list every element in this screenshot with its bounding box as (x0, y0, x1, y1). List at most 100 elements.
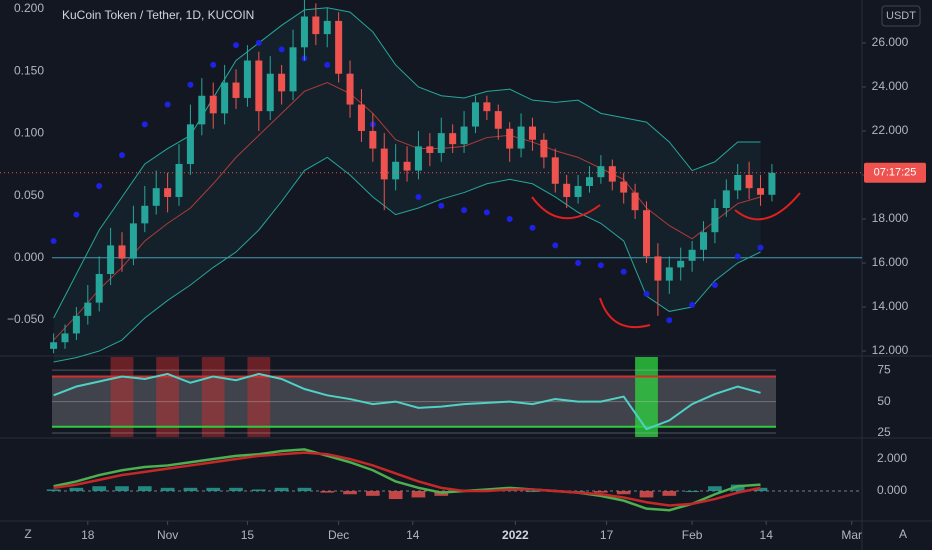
macd-line (53, 448, 761, 512)
histogram-bar (274, 487, 289, 492)
x-tick-label: Dec (328, 528, 349, 542)
candle-body (278, 73, 286, 92)
x-tick-label: 14 (760, 528, 774, 542)
histogram-bar (753, 487, 768, 492)
button[interactable]: A (899, 527, 907, 541)
currency-label[interactable]: USDT (886, 10, 916, 22)
y-tick-label: 14.000 (872, 299, 909, 313)
candle-body (620, 181, 628, 193)
candle-body (643, 210, 650, 257)
histogram-bar (69, 487, 84, 492)
candle-body (61, 333, 69, 343)
candle-body (346, 73, 354, 105)
candle-body (403, 161, 411, 171)
candle-body (107, 245, 115, 275)
candle-body (426, 146, 434, 153)
candle-body (243, 60, 251, 98)
candle-body (460, 126, 468, 145)
zone-highlight (247, 357, 271, 437)
candle-body (266, 73, 274, 112)
candle-body (563, 183, 571, 197)
candle-body (95, 274, 103, 303)
x-tick-label: Nov (157, 528, 178, 542)
candle-body (768, 172, 776, 195)
candle-body (665, 267, 673, 281)
candle-body (164, 188, 172, 197)
trend-dot (278, 46, 285, 53)
x-tick-label: 18 (81, 528, 95, 542)
histogram-bar (708, 486, 722, 492)
candle-body (540, 139, 548, 158)
button[interactable]: Z (24, 527, 31, 541)
y2-tick-label: 0.000 (14, 250, 44, 264)
y-tick-label: 12.000 (872, 343, 909, 357)
candle-body (369, 130, 377, 149)
candle-body (734, 174, 742, 191)
trend-dot (734, 253, 741, 260)
y-tick-label: 16.000 (872, 255, 909, 269)
candle-body (551, 157, 559, 184)
histogram-bar (229, 487, 243, 492)
candle-body (335, 20, 343, 74)
x-tick-label: 15 (241, 528, 255, 542)
candle-body (506, 128, 514, 149)
trend-dot (210, 61, 217, 68)
y2-tick-label: −0.050 (7, 312, 44, 326)
candle-body (186, 124, 194, 164)
trend-dot (50, 237, 57, 244)
histogram-bar (525, 491, 540, 493)
currency-button[interactable] (881, 5, 921, 27)
annotation-curve (531, 196, 601, 220)
y2-tick-label: 0.200 (14, 1, 44, 15)
histogram-bar (206, 487, 221, 492)
trend-dot (233, 42, 240, 49)
candle-body (722, 190, 730, 208)
histogram-bar (662, 491, 677, 496)
histogram-bar (411, 491, 426, 498)
histogram-bar (594, 491, 608, 493)
histogram-bar (115, 486, 129, 492)
countdown: 07:17:25 (874, 167, 917, 179)
band-fill (53, 7, 761, 363)
trend-dot (689, 301, 696, 308)
candle-body (757, 188, 765, 195)
zone-highlight (156, 357, 180, 437)
overlay-line (53, 81, 761, 341)
candle-body (129, 223, 137, 259)
candle-body (232, 82, 240, 98)
histogram-bar (616, 491, 631, 495)
trend-dot (73, 211, 80, 218)
candle-body (323, 20, 331, 35)
trend-dot (187, 81, 194, 88)
y-tick-label: 26.000 (872, 35, 909, 49)
zone-highlight (110, 357, 134, 437)
overlay-line (53, 7, 761, 319)
trend-dot (757, 244, 764, 251)
x-tick-label: Mar (841, 528, 862, 542)
histogram-bar (388, 491, 403, 500)
y2-tick-label: 0.150 (14, 63, 44, 77)
histogram-bar (320, 491, 335, 493)
histogram-bar (160, 487, 175, 492)
chart-title: KuCoin Token / Tether, 1D, KUCOIN (62, 8, 254, 22)
overlay-line (53, 156, 761, 363)
trend-dot (461, 207, 468, 214)
trend-dot (96, 182, 103, 189)
candle-body (471, 102, 479, 127)
trend-dot (552, 242, 559, 249)
candle-body (494, 111, 502, 129)
trend-dot (164, 101, 171, 108)
trend-dot (643, 290, 650, 297)
candle-body (483, 102, 491, 112)
histogram-bar (297, 487, 312, 492)
trend-dot (666, 317, 673, 324)
trend-dot (415, 193, 422, 200)
histogram-bar (639, 491, 654, 498)
trend-dot (506, 215, 513, 222)
histogram-bar (366, 491, 380, 496)
candle-body (585, 177, 593, 186)
x-tick-label: 2022 (502, 528, 529, 542)
